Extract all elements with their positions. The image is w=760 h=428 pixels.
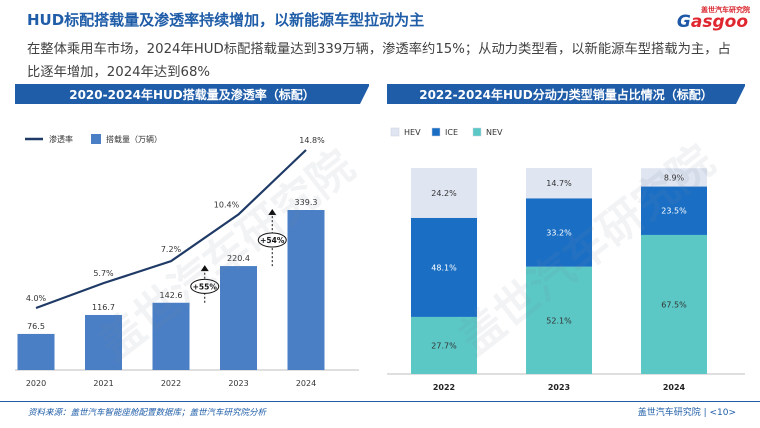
- growth-badge: [190, 278, 220, 294]
- legend-swatch-hev: [390, 127, 400, 137]
- penetration-line: [35, 149, 307, 310]
- segment-label-ice-2022: 48.1%: [431, 263, 457, 272]
- logo-top-text: 盖世汽车研究院: [701, 6, 750, 14]
- growth-annotation-2024: +54%: [257, 209, 287, 267]
- segment-nev-2023: [526, 266, 592, 374]
- left-chart-title: 2020-2024年HUD搭载量及渗透率（标配）: [69, 87, 315, 102]
- x-tick-2020: 2020: [26, 379, 46, 388]
- segment-label-nev-2023: 52.1%: [546, 316, 572, 325]
- logo-wordmark: Gasgoo: [676, 12, 748, 32]
- x-tick-2021: 2021: [93, 379, 113, 388]
- legend-bar-label: 搭载量（万辆）: [106, 134, 162, 144]
- bar-2020: [17, 333, 55, 370]
- line-label-2020: 4.0%: [26, 294, 47, 303]
- segment-label-ice-2024: 23.5%: [661, 207, 687, 216]
- bar-2022: [152, 302, 190, 370]
- bar-label-2023: 220.4: [227, 254, 250, 263]
- x-tick-2023: 2023: [548, 383, 570, 392]
- growth-annotation-2023: +55%: [190, 265, 220, 303]
- growth-badge: [257, 232, 287, 248]
- segment-hev-2022: [411, 168, 477, 218]
- growth-label: +55%: [193, 282, 218, 291]
- segment-hev-2024: [641, 168, 707, 187]
- segment-label-ice-2023: 33.2%: [546, 228, 572, 237]
- legend-line-label: 渗透率: [49, 134, 73, 144]
- bar-2024: [287, 210, 325, 370]
- legend-label-hev: HEV: [404, 128, 421, 137]
- x-tick-2022: 2022: [161, 379, 181, 388]
- brand-logo: 盖世汽车研究院 Gasgoo: [642, 5, 750, 35]
- bar-label-2022: 142.6: [160, 291, 183, 300]
- segment-nev-2024: [641, 234, 707, 374]
- legend-label-nev: NEV: [486, 128, 503, 137]
- bar-label-2021: 116.7: [92, 303, 115, 312]
- legend-swatch-ice: [431, 127, 441, 137]
- bar-label-2020: 76.5: [27, 322, 45, 331]
- x-tick-2022: 2022: [433, 383, 455, 392]
- powertrain-share-chart: HEV ICE NEV 27.7% 48.1% 24.2% 2022 52.1% 33.2% 14…: [387, 127, 745, 392]
- legend-label-ice: ICE: [445, 128, 458, 137]
- legend-swatch-nev: [472, 127, 482, 137]
- segment-ice-2024: [641, 186, 707, 235]
- hud-volume-penetration-chart: 渗透率 搭载量（万辆） 76.5 2020 116.7 2021 142.6 2022 220.…: [15, 134, 359, 388]
- growth-arrow-head: [200, 265, 209, 272]
- x-tick-2024: 2024: [296, 379, 316, 388]
- page-title: HUD标配搭载量及渗透率持续增加，以新能源车型拉动为主: [27, 11, 425, 29]
- right-chart-title: 2022-2024年HUD分动力类型销量占比情况（标配）: [419, 87, 713, 102]
- growth-label: +54%: [260, 236, 285, 245]
- segment-hev-2023: [526, 168, 592, 199]
- page-number: 盖世汽车研究院 | <10>: [637, 408, 736, 418]
- source-note: 资料来源：盖世汽车智能座舱配置数据库；盖世汽车研究院分析: [28, 408, 267, 418]
- segment-label-hev-2024: 8.9%: [664, 173, 685, 182]
- chart-legend: HEV ICE NEV: [390, 127, 503, 137]
- chart-legend: 渗透率 搭载量（万辆）: [25, 134, 162, 144]
- left-chart-title-bar: 2020-2024年HUD搭载量及渗透率（标配）: [15, 84, 370, 104]
- bar-2021: [85, 314, 122, 370]
- segment-label-nev-2022: 27.7%: [431, 341, 457, 350]
- bar-2023: [220, 266, 257, 370]
- segment-ice-2023: [526, 198, 592, 267]
- right-chart-title-bar: 2022-2024年HUD分动力类型销量占比情况（标配）: [387, 84, 746, 104]
- page-subtitle: 在整体乘用车市场，2024年HUD标配搭载量达到339万辆，渗透率约15%；从动…: [27, 42, 731, 80]
- line-label-2024: 14.8%: [299, 136, 325, 145]
- line-label-2023: 10.4%: [214, 200, 240, 209]
- x-tick-2024: 2024: [663, 383, 686, 392]
- footer-divider: [0, 401, 760, 402]
- x-tick-2023: 2023: [228, 379, 248, 388]
- bar-label-2024: 339.3: [295, 198, 318, 207]
- growth-arrow-head: [268, 209, 277, 215]
- line-label-2022: 7.2%: [161, 245, 182, 254]
- segment-nev-2022: [411, 316, 477, 374]
- segment-label-nev-2024: 67.5%: [661, 300, 687, 309]
- segment-ice-2022: [411, 217, 477, 317]
- legend-bar-swatch: [91, 134, 101, 144]
- segment-label-hev-2023: 14.7%: [546, 179, 572, 188]
- line-label-2021: 5.7%: [93, 269, 114, 278]
- segment-label-hev-2022: 24.2%: [431, 189, 457, 198]
